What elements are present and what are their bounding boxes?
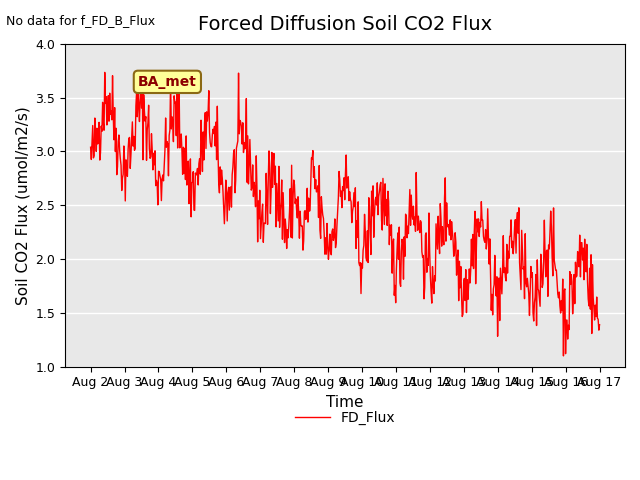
- X-axis label: Time: Time: [326, 395, 364, 410]
- Text: BA_met: BA_met: [138, 75, 197, 89]
- Legend: FD_Flux: FD_Flux: [289, 406, 401, 431]
- Y-axis label: Soil CO2 Flux (umol/m2/s): Soil CO2 Flux (umol/m2/s): [15, 106, 30, 305]
- Text: No data for f_FD_B_Flux: No data for f_FD_B_Flux: [6, 14, 156, 27]
- Title: Forced Diffusion Soil CO2 Flux: Forced Diffusion Soil CO2 Flux: [198, 15, 492, 34]
- Line: FD_Flux: FD_Flux: [91, 72, 600, 356]
